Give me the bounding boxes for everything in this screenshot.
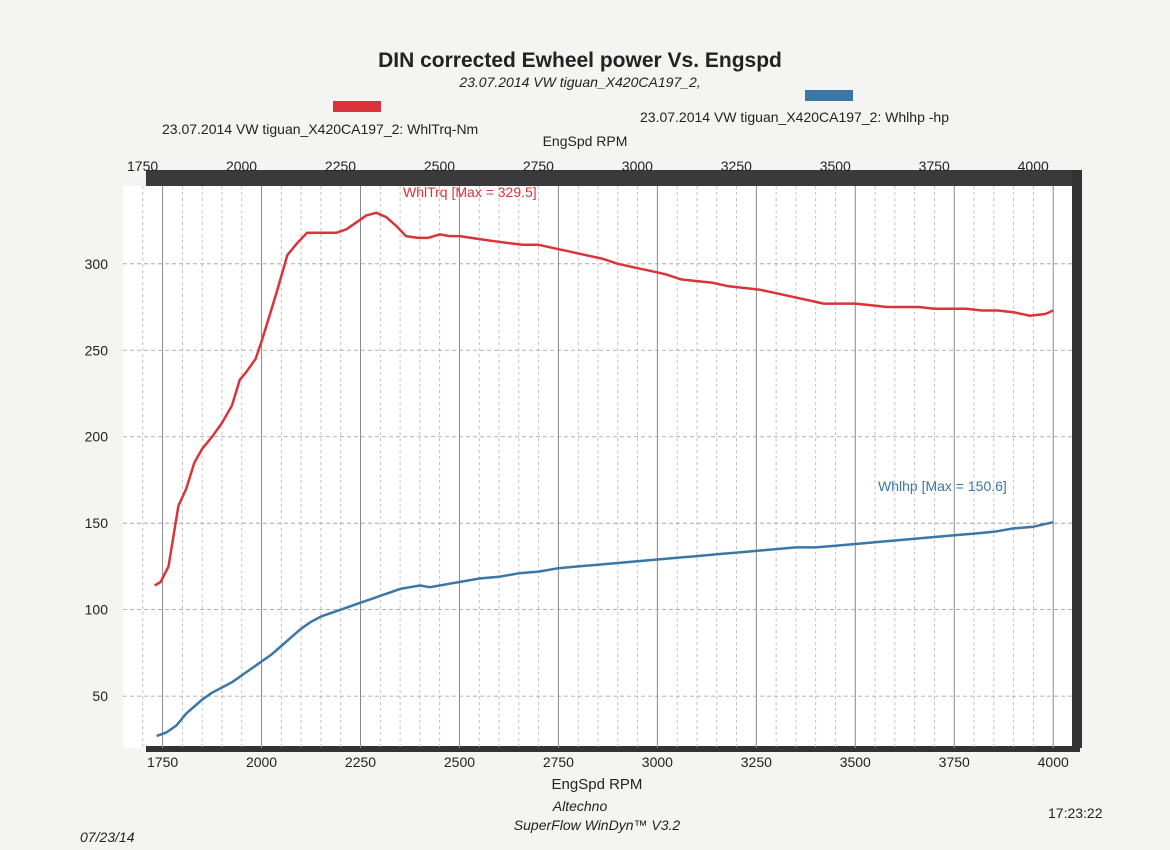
x-tick-label-top: 3750: [919, 158, 950, 174]
x-tick-label-top: 2250: [325, 158, 356, 174]
x-tick-label: 2000: [246, 754, 277, 770]
series-line-power: [156, 520, 1054, 738]
y-tick-label: 100: [85, 602, 109, 618]
x-tick-label-top: 2000: [226, 158, 257, 174]
y-tick-label: 50: [92, 688, 108, 704]
x-tick-label: 3500: [840, 754, 871, 770]
x-tick-label-top: 3250: [721, 158, 752, 174]
x-tick-label-top: 4000: [1018, 158, 1049, 174]
x-tick-label: 2250: [345, 754, 376, 770]
plot-shadow-bottom: [146, 746, 1080, 752]
annotation-power-max: Whlhp [Max = 150.6]: [878, 478, 1007, 494]
y-tick-label: 300: [85, 256, 109, 272]
x-tick-label: 3750: [939, 754, 970, 770]
legend-label-power: 23.07.2014 VW tiguan_X420CA197_2: Whlhp …: [640, 109, 949, 125]
x-tick-label-top: 2750: [523, 158, 554, 174]
legend-swatch-power: [805, 90, 853, 101]
y-ticks: 50 100 150 200 250 300: [85, 256, 109, 704]
x-ticks-bottom: 1750 2000 2250 2500 2750 3000 3250 3500 3750 4000: [147, 754, 1069, 770]
x-tick-label-top: 3000: [622, 158, 653, 174]
grid-lines: [123, 186, 1073, 748]
x-tick-label: 2500: [444, 754, 475, 770]
annotation-torque-max: WhlTrq [Max = 329.5]: [403, 184, 537, 200]
x-ticks-top: 1750 2000 2250 2500 2750 3000 3250 3500 3750 4000: [127, 158, 1049, 174]
y-tick-label: 200: [85, 429, 109, 445]
x-tick-label: 3000: [642, 754, 673, 770]
x-tick-label-top: 1750: [127, 158, 158, 174]
chart-title: DIN corrected Ewheel power Vs. Engspd: [378, 49, 782, 72]
x-tick-label: 2750: [543, 754, 574, 770]
x-tick-label: 3250: [741, 754, 772, 770]
chart-subtitle: 23.07.2014 VW tiguan_X420CA197_2,: [458, 74, 700, 90]
footer-time: 17:23:22: [1048, 805, 1103, 821]
x-tick-label-top: 3500: [820, 158, 851, 174]
legend-label-torque: 23.07.2014 VW tiguan_X420CA197_2: WhlTrq…: [162, 121, 478, 137]
x-axis-top-label: EngSpd RPM: [543, 133, 628, 149]
x-tick-label: 4000: [1038, 754, 1069, 770]
footer-vendor: Altechno: [552, 798, 608, 814]
y-tick-label: 150: [85, 515, 109, 531]
plot-shadow-right: [1072, 170, 1082, 748]
y-tick-label: 250: [85, 342, 109, 358]
legend-swatch-torque: [333, 101, 381, 112]
footer-software: SuperFlow WinDyn™ V3.2: [514, 817, 681, 833]
series-line-torque: [154, 211, 1054, 587]
x-tick-label-top: 2500: [424, 158, 455, 174]
x-tick-label: 1750: [147, 754, 178, 770]
footer-date: 07/23/14: [80, 829, 135, 845]
x-axis-label: EngSpd RPM: [552, 776, 643, 793]
